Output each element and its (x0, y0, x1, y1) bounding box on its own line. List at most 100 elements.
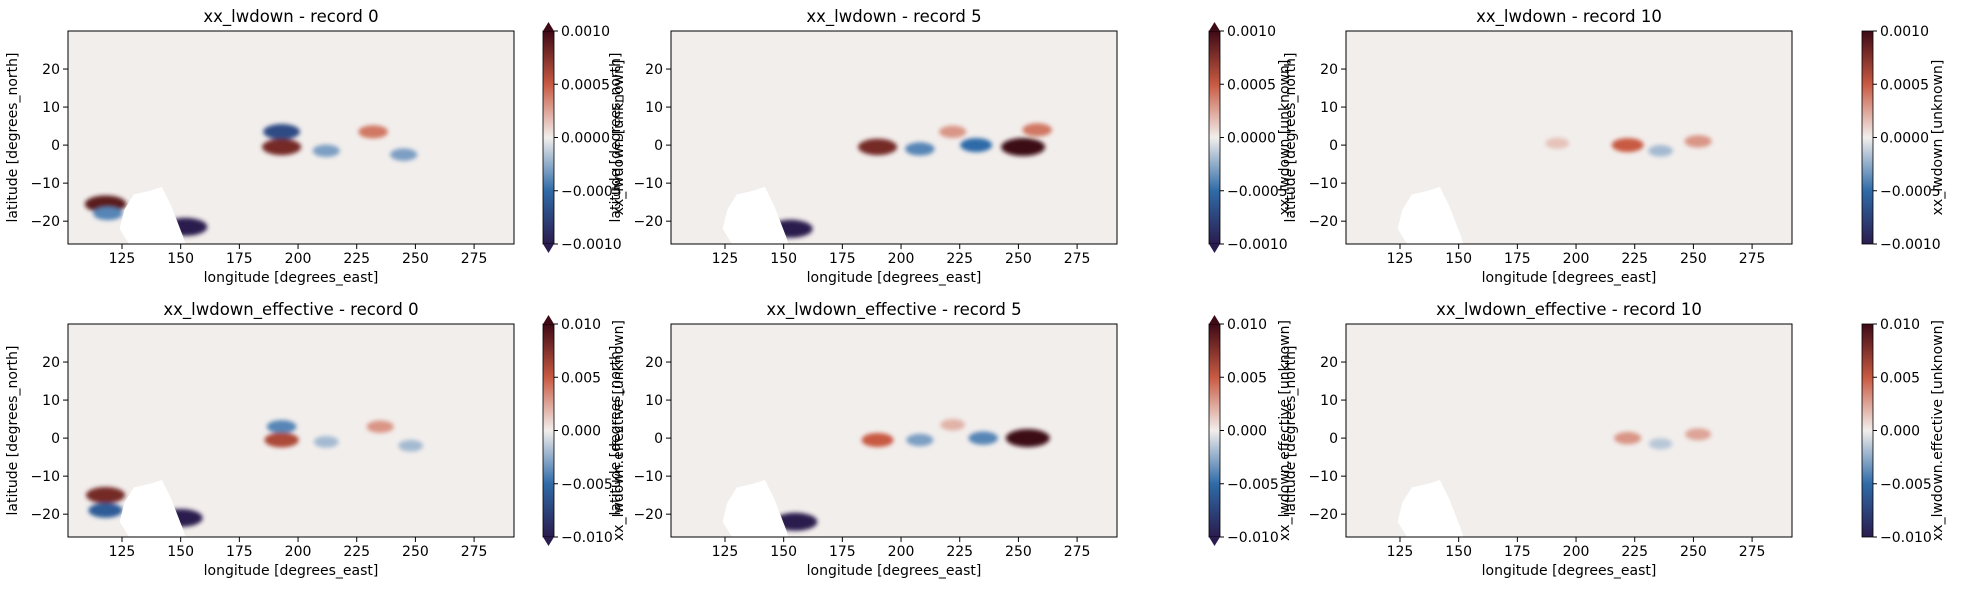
x-tick-label: 200 (1563, 544, 1590, 560)
x-tick-label: 250 (402, 251, 429, 267)
y-tick-label: −20 (1308, 507, 1338, 523)
y-tick-label: 20 (42, 62, 60, 78)
colorbar-gradient (1208, 323, 1221, 538)
y-tick-label: −20 (633, 507, 663, 523)
colorbar-gradient (1861, 30, 1874, 245)
colorbar-label: xx_lwdown.effective [unknown] (1930, 320, 1946, 541)
y-axis-label: latitude [degrees_north] (608, 346, 624, 516)
x-tick-label: 225 (1621, 251, 1648, 267)
colorbar-tick-label: 0.000 (1880, 424, 1920, 440)
land-mask (1397, 479, 1464, 537)
x-tick-label: 125 (109, 251, 136, 267)
y-tick-label: 20 (645, 62, 663, 78)
colorbar-tick-label: −0.0005 (561, 184, 622, 200)
panel-5: xx_lwdown_effective - record 10 125 150 175… (1283, 300, 1946, 579)
y-tick-label: −20 (30, 214, 60, 230)
x-tick-label: 225 (946, 544, 973, 560)
colorbar-tick-label: 0.0000 (1880, 131, 1929, 147)
colorbar: 0.0010 0.0005 0.0000 −0.0005 −0.0010 xx_lwdow… (1208, 22, 1293, 253)
panel-title: xx_lwdown_effective - record 0 (163, 300, 418, 320)
colorbar-tick-label: 0.0010 (1227, 24, 1276, 40)
colorbar: 0.0010 0.0005 0.0000 −0.0005 −0.0010 xx_lwdow… (542, 22, 627, 253)
x-tick-label: 225 (1621, 544, 1648, 560)
y-tick-label: 0 (1329, 138, 1338, 154)
x-axis-label: longitude [degrees_east] (1482, 563, 1657, 579)
x-tick-label: 250 (402, 544, 429, 560)
y-axis-label: latitude [degrees_north] (5, 346, 21, 516)
colorbar-tick-label: −0.0010 (1880, 237, 1941, 253)
y-tick-label: 0 (1329, 431, 1338, 447)
anomaly-blob-3 (960, 138, 993, 153)
y-tick-label: −10 (1308, 469, 1338, 485)
x-tick-label: 150 (770, 251, 797, 267)
y-tick-label: −10 (633, 469, 663, 485)
y-axis-label: latitude [degrees_north] (1283, 53, 1299, 223)
anomaly-blob-2 (940, 418, 966, 431)
anomaly-blob-1 (264, 432, 299, 448)
axes-frame (670, 30, 1118, 245)
x-tick-label: 200 (888, 544, 915, 560)
land-mask (1397, 186, 1464, 244)
x-axis-label: longitude [degrees_east] (204, 270, 379, 286)
colorbar-tick-label: −0.005 (1227, 477, 1279, 493)
colorbar: 0.010 0.005 0.000 −0.005 −0.010xx_lwdown.eff… (1208, 315, 1293, 546)
anomaly-blob-0 (1611, 138, 1644, 153)
colorbar-tick-label: 0.005 (1227, 370, 1267, 386)
y-axis-label: latitude [degrees_north] (5, 53, 21, 223)
anomaly-blob-0 (263, 123, 301, 140)
anomaly-blob-4 (398, 439, 424, 452)
colorbar-tick-label: 0.005 (1880, 370, 1920, 386)
x-tick-label: 275 (1739, 251, 1766, 267)
colorbar-tick-label: −0.005 (1880, 477, 1932, 493)
panel-title: xx_lwdown_effective - record 10 (1436, 300, 1702, 320)
x-tick-label: 175 (1504, 251, 1531, 267)
colorbar-extend-top (543, 315, 554, 324)
x-tick-label: 150 (167, 544, 194, 560)
x-tick-label: 275 (1064, 544, 1091, 560)
x-tick-label: 200 (285, 544, 312, 560)
colorbar-extend-top (543, 22, 554, 31)
anomaly-blob-0 (1614, 431, 1642, 445)
x-tick-label: 125 (1387, 251, 1414, 267)
colorbar-tick-label: 0.0005 (561, 77, 610, 93)
anomaly-blob-3 (358, 125, 388, 139)
x-tick-label: 225 (343, 251, 370, 267)
axes-frame (1345, 323, 1793, 538)
colorbar-tick-label: −0.010 (1227, 530, 1279, 546)
colorbar-extend-bottom (1209, 244, 1220, 253)
colorbar-tick-label: −0.010 (561, 530, 613, 546)
y-tick-label: 20 (1320, 355, 1338, 371)
x-axis-label: longitude [degrees_east] (1482, 270, 1657, 286)
x-tick-label: 150 (167, 251, 194, 267)
colorbar-tick-label: 0.0005 (1880, 77, 1929, 93)
panel-title: xx_lwdown - record 5 (806, 7, 981, 27)
land-mask (119, 186, 186, 244)
x-tick-label: 250 (1680, 251, 1707, 267)
x-tick-label: 275 (1064, 251, 1091, 267)
colorbar-tick-label: −0.0010 (1227, 237, 1288, 253)
colorbar-label: xx_lwdown.effective [unknown] (611, 320, 627, 541)
colorbar: 0.010 0.005 0.000 −0.005 −0.010xx_lwdown.eff… (542, 315, 627, 546)
y-tick-label: −20 (633, 214, 663, 230)
panel-3: xx_lwdown_effective - record 0 125 150 175 2… (5, 300, 627, 579)
y-tick-label: 10 (1320, 393, 1338, 409)
colorbar-tick-label: −0.0010 (561, 237, 622, 253)
x-tick-label: 250 (1005, 544, 1032, 560)
x-tick-label: 125 (1387, 544, 1414, 560)
anomaly-blob-5 (85, 486, 126, 504)
anomaly-blob-3 (1648, 145, 1673, 157)
anomaly-blob-1 (262, 138, 302, 156)
y-tick-label: 20 (645, 355, 663, 371)
anomaly-blob-1 (906, 433, 934, 447)
colorbar-label: xx_lwdown [unknown] (1930, 60, 1946, 216)
anomaly-blob-1 (1685, 428, 1712, 441)
colorbar-tick-label: 0.010 (1227, 317, 1267, 333)
anomaly-blob-4 (390, 148, 418, 161)
anomaly-blob-2 (1545, 137, 1570, 149)
y-tick-label: −10 (30, 176, 60, 192)
panel-title: xx_lwdown - record 0 (203, 7, 378, 27)
x-tick-label: 175 (829, 251, 856, 267)
y-tick-label: −20 (1308, 214, 1338, 230)
x-tick-label: 200 (1563, 251, 1590, 267)
